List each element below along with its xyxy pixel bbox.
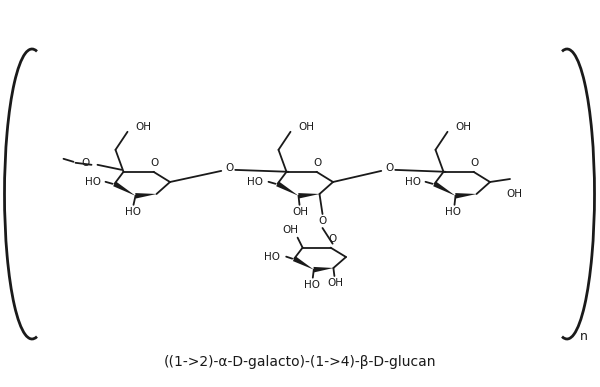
Polygon shape	[455, 193, 476, 199]
Text: O: O	[470, 158, 479, 168]
Polygon shape	[298, 193, 320, 199]
Polygon shape	[314, 267, 334, 272]
Text: HO: HO	[445, 207, 461, 217]
Text: HO: HO	[85, 177, 101, 187]
Text: OH: OH	[328, 278, 343, 288]
Text: O: O	[319, 216, 326, 226]
Text: O: O	[313, 158, 322, 168]
Text: n: n	[580, 329, 588, 342]
Text: HO: HO	[125, 207, 142, 217]
Text: HO: HO	[248, 177, 263, 187]
Text: O: O	[225, 163, 233, 173]
Text: OH: OH	[283, 224, 299, 235]
Text: O: O	[385, 163, 394, 173]
Text: OH: OH	[455, 122, 472, 132]
Polygon shape	[276, 182, 299, 196]
Text: OH: OH	[136, 122, 151, 132]
Text: HO: HO	[304, 280, 320, 289]
Text: HO: HO	[404, 177, 421, 187]
Text: OH: OH	[293, 207, 308, 217]
Text: OH: OH	[506, 189, 522, 199]
Text: O: O	[82, 158, 89, 168]
Text: HO: HO	[264, 252, 280, 262]
Text: O: O	[151, 158, 158, 168]
Polygon shape	[433, 182, 455, 196]
Polygon shape	[135, 193, 157, 199]
Text: ((1->2)-α-D-galacto)-(1->4)-β-D-glucan: ((1->2)-α-D-galacto)-(1->4)-β-D-glucan	[164, 355, 436, 369]
Text: OH: OH	[299, 122, 314, 132]
Text: O: O	[328, 234, 337, 244]
Polygon shape	[293, 256, 314, 270]
Polygon shape	[113, 182, 136, 196]
